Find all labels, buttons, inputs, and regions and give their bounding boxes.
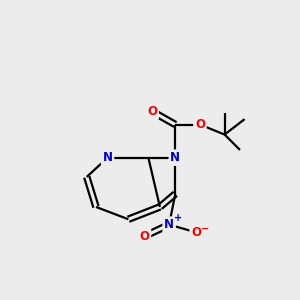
Text: N: N bbox=[164, 218, 174, 231]
Text: N: N bbox=[103, 151, 112, 164]
Text: O: O bbox=[140, 230, 149, 243]
Text: N: N bbox=[170, 151, 180, 164]
Text: +: + bbox=[174, 214, 182, 224]
Text: O: O bbox=[147, 105, 157, 118]
Text: O: O bbox=[195, 118, 205, 131]
Text: −: − bbox=[201, 224, 209, 234]
Text: O: O bbox=[191, 226, 201, 239]
